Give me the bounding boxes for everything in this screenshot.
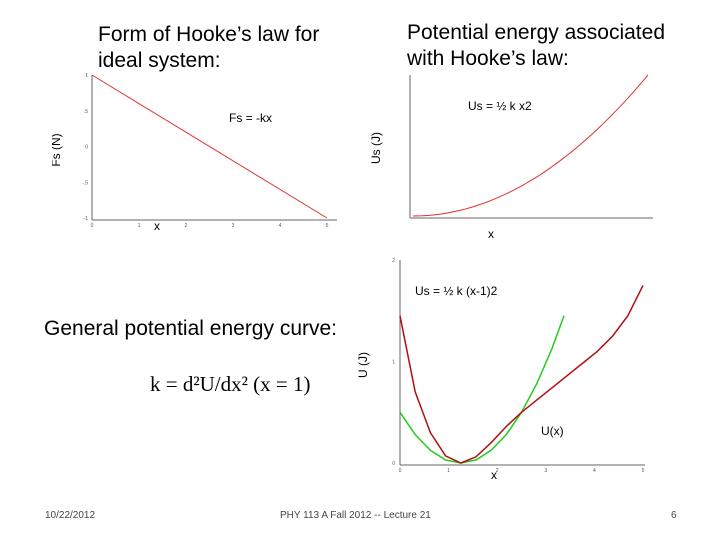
hooke-energy-svg: Us (J) x Us = ½ k x2 [369, 74, 653, 241]
hooke-energy-chart: Us (J) x Us = ½ k x2 [368, 70, 658, 245]
x-tick-label: 4 [593, 468, 596, 474]
general-potential-chart: 2 1 0 0 1 2 3 4 5 U (J) x Us = ½ k (x-1)2 U(x) [355, 255, 655, 490]
y-tick-label: -.5 [82, 180, 88, 186]
y-tick-label: .5 [84, 109, 88, 115]
general-potential-svg: 2 1 0 0 1 2 3 4 5 U (J) x Us = ½ k (x-1)2 U(x) [356, 258, 645, 482]
x-tick-label: 5 [326, 223, 329, 229]
x-axis-label: x [491, 468, 497, 482]
y-tick-label: 1 [392, 360, 395, 366]
energy-equation: Us = ½ k x2 [468, 99, 532, 113]
harmonic-curve [399, 315, 565, 464]
title-left: Form of Hooke’s law for ideal system: [98, 23, 320, 72]
energy-curve [412, 74, 649, 217]
footer-course: PHY 113 A Fall 2012 -- Lecture 21 [280, 510, 431, 521]
x-tick-label: 2 [185, 223, 188, 229]
harmonic-equation: Us = ½ k (x-1)2 [415, 284, 498, 298]
x-axis-label: x [488, 227, 494, 241]
general-potential-label: General potential energy curve: [44, 317, 338, 340]
y-tick-label: 0 [85, 145, 88, 151]
y-axis-label: Us (J) [369, 132, 383, 164]
y-axis-label: U (J) [356, 352, 370, 378]
force-line [91, 74, 328, 219]
x-tick-label: 3 [544, 468, 547, 474]
x-axis-label: x [154, 219, 160, 233]
x-tick-label: 1 [447, 468, 450, 474]
footer-date: 10/22/2012 [45, 510, 96, 521]
x-tick-label: 3 [232, 223, 235, 229]
y-tick-label: 1 [85, 73, 88, 79]
y-axis-label: Fs (N) [52, 133, 63, 166]
y-tick-label: 0 [392, 461, 395, 467]
y-tick-label: 2 [392, 258, 395, 264]
potential-curve [399, 285, 644, 464]
title-right: Potential energy associated with Hooke’s… [407, 21, 665, 70]
hooke-force-chart: 1 .5 0 -.5 -1 0 1 2 3 4 5 Fs (N) x Fs = -kx [49, 70, 342, 245]
y-tick-label: -1 [84, 216, 89, 222]
x-tick-label: 4 [279, 223, 282, 229]
x-tick-label: 2 [496, 468, 499, 474]
x-tick-label: 5 [642, 468, 645, 474]
x-tick-label: 0 [399, 468, 402, 474]
footer-page: 6 [671, 510, 677, 521]
x-tick-label: 1 [138, 223, 141, 229]
formula-text: k = d²U/dx² (x = 1) [150, 372, 311, 396]
force-equation: Fs = -kx [229, 111, 272, 125]
hooke-force-svg: 1 .5 0 -.5 -1 0 1 2 3 4 5 Fs (N) x Fs = -kx [49, 73, 337, 233]
x-tick-label: 0 [91, 223, 94, 229]
formula: k = d²U/dx² (x = 1) [150, 372, 311, 397]
potential-label: U(x) [541, 424, 564, 438]
